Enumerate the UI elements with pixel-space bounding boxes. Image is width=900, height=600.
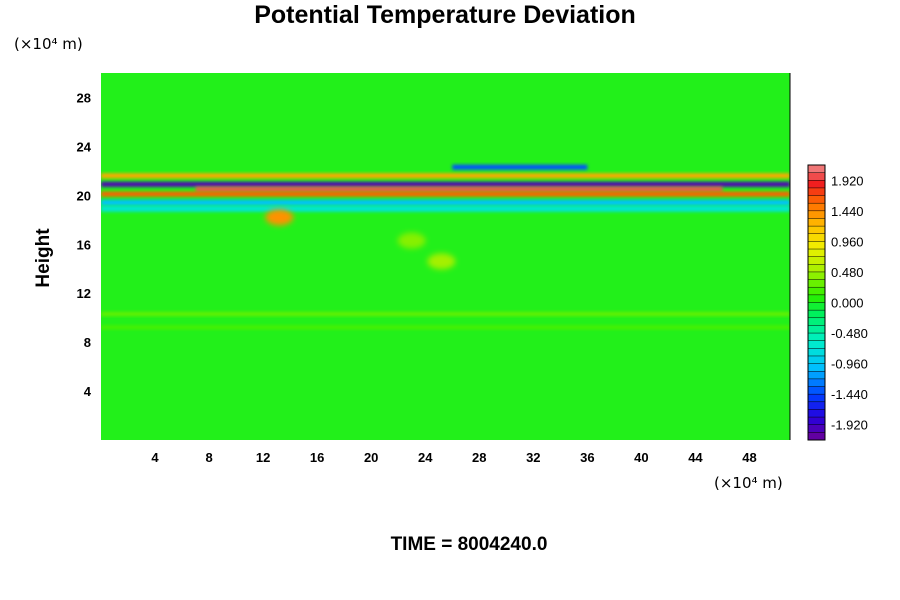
colorbar-segment <box>808 325 825 334</box>
colorbar-segment <box>808 417 825 426</box>
field-blob <box>427 253 456 270</box>
colorbar-segment <box>808 203 825 212</box>
colorbar-segment <box>808 432 825 441</box>
y-axis-unit: (×10⁴ m) <box>14 35 83 53</box>
colorbar-segment <box>808 187 825 196</box>
y-tick-label: 24 <box>77 139 92 154</box>
x-tick-label: 32 <box>526 450 540 465</box>
y-tick-label: 20 <box>77 188 91 203</box>
colorbar-segment <box>808 310 825 319</box>
colorbar-segment <box>808 218 825 227</box>
field-layer <box>101 164 790 330</box>
colorbar-segment <box>808 401 825 410</box>
colorbar-segment <box>808 355 825 364</box>
x-tick-label: 44 <box>688 450 703 465</box>
colorbar-tick-label: 0.960 <box>831 234 864 249</box>
x-tick-label: 4 <box>151 450 159 465</box>
x-tick-label: 16 <box>310 450 324 465</box>
x-axis-unit: (×10⁴ m) <box>714 474 783 492</box>
colorbar-segment <box>808 302 825 311</box>
colorbar-segment <box>808 241 825 250</box>
y-axis-ticks: 4 8 12 16 20 24 28 <box>77 90 92 399</box>
colorbar-segment <box>808 180 825 189</box>
colorbar-segment <box>808 195 825 204</box>
plot-area <box>101 73 790 440</box>
field-band <box>101 325 790 330</box>
x-axis-ticks: 4 8 12 16 20 24 28 32 36 40 44 48 <box>151 450 756 465</box>
colorbar-segment <box>808 264 825 273</box>
colorbar-segment <box>808 424 825 433</box>
y-tick-label: 28 <box>77 90 91 105</box>
colorbar-segment <box>808 348 825 357</box>
field-band <box>101 311 790 316</box>
x-tick-label: 48 <box>742 450 756 465</box>
y-tick-label: 8 <box>84 335 91 350</box>
colorbar-segment <box>808 279 825 288</box>
chart-title: Potential Temperature Deviation <box>254 1 636 29</box>
x-tick-label: 40 <box>634 450 648 465</box>
colorbar-segment <box>808 394 825 403</box>
colorbar-tick-label: 1.920 <box>831 173 864 188</box>
colorbar-segment <box>808 172 825 181</box>
time-label: TIME = 8004240.0 <box>391 534 548 555</box>
colorbar-segment <box>808 226 825 235</box>
colorbar-segment <box>808 287 825 296</box>
x-tick-label: 8 <box>205 450 212 465</box>
colorbar-tick-label: 0.480 <box>831 265 864 280</box>
colorbar-segment <box>808 165 825 173</box>
field-band <box>101 181 790 187</box>
x-tick-label: 28 <box>472 450 486 465</box>
colorbar-segment <box>808 210 825 219</box>
colorbar-segment <box>808 371 825 380</box>
colorbar-segment <box>808 363 825 372</box>
colorbar-segment <box>808 256 825 265</box>
colorbar-frame <box>807 164 826 441</box>
colorbar-segment <box>808 249 825 257</box>
y-tick-label: 4 <box>84 384 92 399</box>
field-band <box>195 186 723 192</box>
colorbar-tick-label: 1.440 <box>831 204 864 219</box>
x-tick-label: 12 <box>256 450 270 465</box>
x-tick-label: 24 <box>418 450 433 465</box>
field-blob <box>265 209 294 226</box>
colorbar-segment <box>808 333 825 341</box>
colorbar-segment <box>808 378 825 387</box>
y-tick-label: 16 <box>77 237 91 252</box>
colorbar-tick-label: -1.920 <box>831 418 868 433</box>
field-blob <box>397 232 426 249</box>
field-band <box>101 173 790 179</box>
field-band <box>101 205 790 212</box>
colorbar-labels: 1.920 1.440 0.960 0.480 0.000 -0.480 -0.960 -1.… <box>831 173 868 432</box>
colorbar-segment <box>808 409 825 418</box>
colorbar-segment <box>808 294 825 303</box>
field-band <box>101 199 790 206</box>
colorbar-tick-label: -0.960 <box>831 357 868 372</box>
colorbar-tick-label: 0.000 <box>831 296 864 311</box>
y-axis-label: Height <box>33 228 54 288</box>
colorbar-segment <box>808 340 825 349</box>
colorbar-tick-label: -1.440 <box>831 387 868 402</box>
x-tick-label: 36 <box>580 450 594 465</box>
colorbar-segment <box>808 271 825 280</box>
colorbar-segment <box>808 233 825 242</box>
colorbar-segment <box>808 386 825 395</box>
field-band <box>101 191 790 197</box>
colorbar-tick-label: -0.480 <box>831 326 868 341</box>
x-tick-label: 20 <box>364 450 378 465</box>
colorbar-segment <box>808 317 825 326</box>
field-band <box>452 164 588 170</box>
y-tick-label: 12 <box>77 286 91 301</box>
colorbar <box>807 164 826 441</box>
